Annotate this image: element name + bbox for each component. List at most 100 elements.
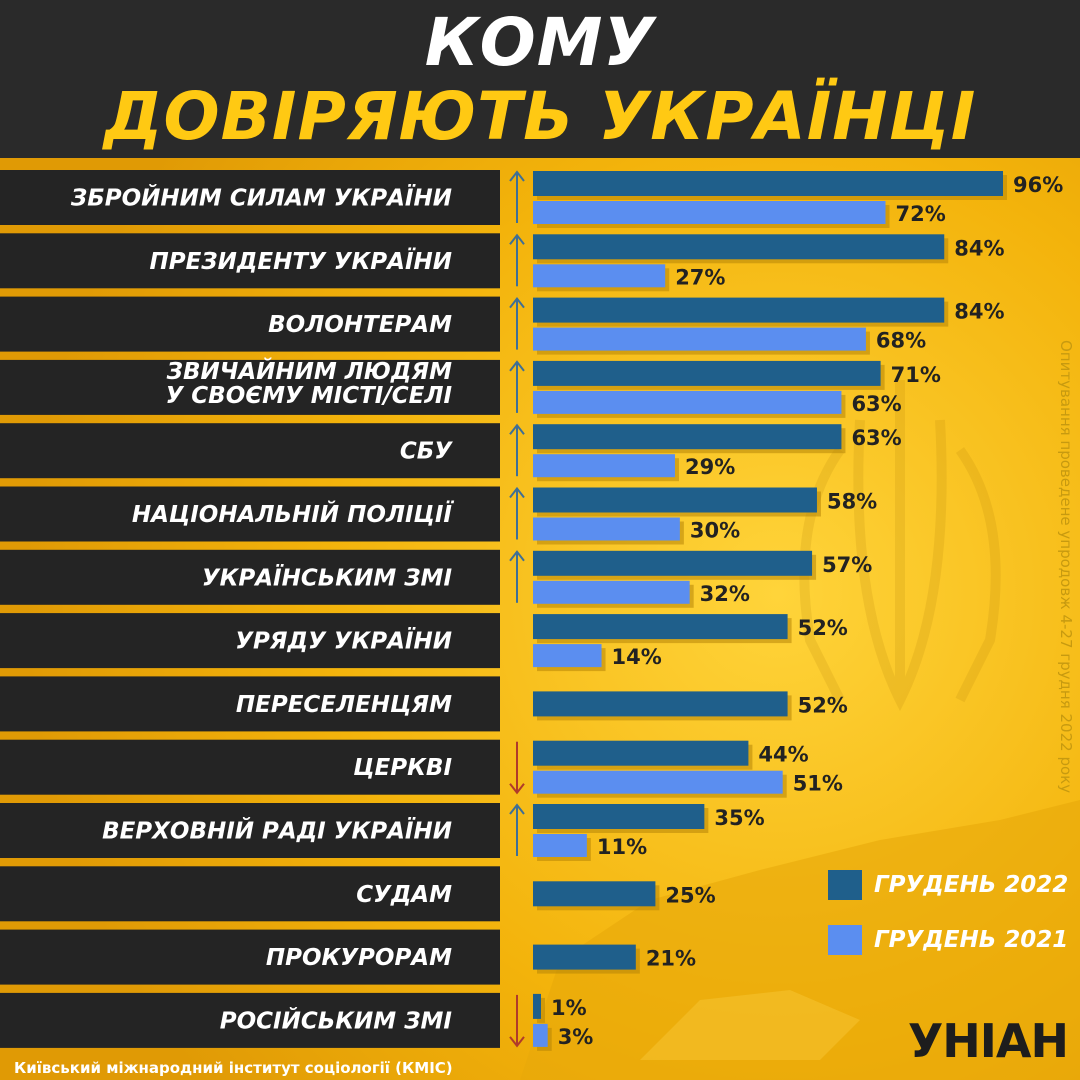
bar-2022 xyxy=(533,487,817,513)
bar-2022 xyxy=(533,234,945,260)
value-label-2022: 21% xyxy=(646,947,696,971)
category-label: ЗБРОЙНИМ СИЛАМ УКРАЇНИ xyxy=(70,184,452,212)
survey-note: Опитування проведене упродовж 4-27 грудн… xyxy=(1057,340,1075,794)
bar-2021 xyxy=(533,201,886,224)
bar-2022 xyxy=(533,993,541,1019)
value-label-2022: 35% xyxy=(714,806,764,830)
bar-2022 xyxy=(533,550,813,576)
value-label-2021: 27% xyxy=(675,265,725,289)
bar-2021 xyxy=(533,1023,548,1047)
value-label-2022: 52% xyxy=(798,616,848,640)
bar-2022 xyxy=(533,171,1003,196)
trend-arrow-head xyxy=(509,296,525,309)
trend-arrow-head xyxy=(509,360,525,372)
category-label: ПЕРЕСЕЛЕНЦЯМ xyxy=(236,692,452,718)
source-credit: Київський міжнародний інститут соціологі… xyxy=(14,1059,453,1077)
legend-swatch-2022 xyxy=(828,870,862,900)
category-panel xyxy=(0,676,500,732)
value-label-2021: 30% xyxy=(690,519,740,543)
value-label-2022: 52% xyxy=(798,693,848,717)
value-label-2021: 3% xyxy=(558,1025,594,1049)
legend-label-2022: ГРУДЕНЬ 2022 xyxy=(874,872,1069,898)
trend-arrow-head xyxy=(509,423,525,435)
bar-2022 xyxy=(533,740,749,766)
category-label: УКРАЇНСЬКИМ ЗМІ xyxy=(202,563,453,591)
value-label-2022: 25% xyxy=(665,883,715,907)
category-panel xyxy=(0,929,500,985)
category-panel xyxy=(0,739,500,795)
legend-label-2021: ГРУДЕНЬ 2021 xyxy=(874,927,1069,953)
value-label-2021: 29% xyxy=(685,455,735,479)
value-label-2021: 63% xyxy=(851,392,901,416)
value-label-2021: 14% xyxy=(612,645,662,669)
value-label-2021: 68% xyxy=(876,329,926,353)
category-panel xyxy=(0,992,500,1048)
category-label: УРЯДУ УКРАЇНИ xyxy=(235,627,452,655)
category-panel xyxy=(0,613,500,669)
bar-2021 xyxy=(533,580,690,604)
value-label-2022: 84% xyxy=(954,236,1004,260)
bar-2022 xyxy=(533,360,881,386)
category-label: ЗВИЧАЙНИМ ЛЮДЯМ У СВОЄМУ МІСТІ/СЕЛІ xyxy=(166,357,453,409)
category-panel xyxy=(0,423,500,479)
category-panel xyxy=(0,486,500,542)
category-label: НАЦІОНАЛЬНІЙ ПОЛІЦІЇ xyxy=(132,500,455,528)
category-label: ВЕРХОВНІЙ РАДІ УКРАЇНИ xyxy=(102,817,452,845)
trend-arrow-head xyxy=(509,170,525,182)
bar-2022 xyxy=(533,614,788,640)
category-panel xyxy=(0,359,500,415)
category-label: СБУ xyxy=(400,439,453,465)
bar-2022 xyxy=(533,804,705,829)
value-label-2022: 84% xyxy=(954,300,1004,324)
value-label-2021: 32% xyxy=(700,582,750,606)
value-label-2022: 1% xyxy=(551,996,587,1020)
bar-2021 xyxy=(533,770,783,794)
trend-arrow-head xyxy=(509,783,525,795)
trend-arrow-head xyxy=(509,486,525,499)
trend-arrow-head xyxy=(509,803,525,815)
bar-2022 xyxy=(533,944,636,970)
bar-2021 xyxy=(533,834,587,857)
bar-2021 xyxy=(533,390,842,414)
value-label-2022: 63% xyxy=(851,426,901,450)
bar-2022 xyxy=(533,881,656,907)
value-label-2021: 11% xyxy=(597,835,647,859)
trend-arrow-head xyxy=(509,1036,525,1048)
category-label: ЦЕРКВІ xyxy=(353,755,452,781)
bar-2021 xyxy=(533,517,680,541)
legend: ГРУДЕНЬ 2022 ГРУДЕНЬ 2021 xyxy=(828,868,1078,968)
value-label-2021: 72% xyxy=(896,202,946,226)
category-label: ПРЕЗИДЕНТУ УКРАЇНИ xyxy=(149,247,452,275)
value-label-2021: 51% xyxy=(793,772,843,796)
bar-2022 xyxy=(533,424,842,450)
category-label: РОСІЙСЬКИМ ЗМІ xyxy=(220,1006,453,1034)
category-panel xyxy=(0,296,500,352)
category-label: ПРОКУРОРАМ xyxy=(266,945,452,971)
title-line-2: ДОВІРЯЮТЬ УКРАЇНЦІ xyxy=(103,78,977,155)
unian-logo: УНІАН xyxy=(907,1014,1069,1068)
value-label-2022: 96% xyxy=(1013,173,1063,197)
bar-2022 xyxy=(533,691,788,717)
category-panel xyxy=(0,170,500,225)
legend-swatch-2021 xyxy=(828,925,862,955)
title-line-1: КОМУ xyxy=(424,4,656,81)
bar-2021 xyxy=(533,644,602,668)
category-panel xyxy=(0,866,500,922)
category-panel xyxy=(0,549,500,605)
bar-2021 xyxy=(533,264,666,288)
trend-arrow-head xyxy=(509,233,525,245)
trend-arrow-head xyxy=(509,550,525,562)
category-panel xyxy=(0,803,500,858)
value-label-2022: 57% xyxy=(822,553,872,577)
legend-item-2021: ГРУДЕНЬ 2021 xyxy=(828,923,1068,957)
value-label-2022: 44% xyxy=(758,743,808,767)
legend-item-2022: ГРУДЕНЬ 2022 xyxy=(828,868,1068,902)
bar-2021 xyxy=(533,454,675,478)
bar-2021 xyxy=(533,327,866,351)
value-label-2022: 58% xyxy=(827,490,877,514)
category-label: СУДАМ xyxy=(356,882,452,908)
category-panel xyxy=(0,233,500,289)
value-label-2022: 71% xyxy=(891,363,941,387)
category-label: ВОЛОНТЕРАМ xyxy=(268,312,452,338)
